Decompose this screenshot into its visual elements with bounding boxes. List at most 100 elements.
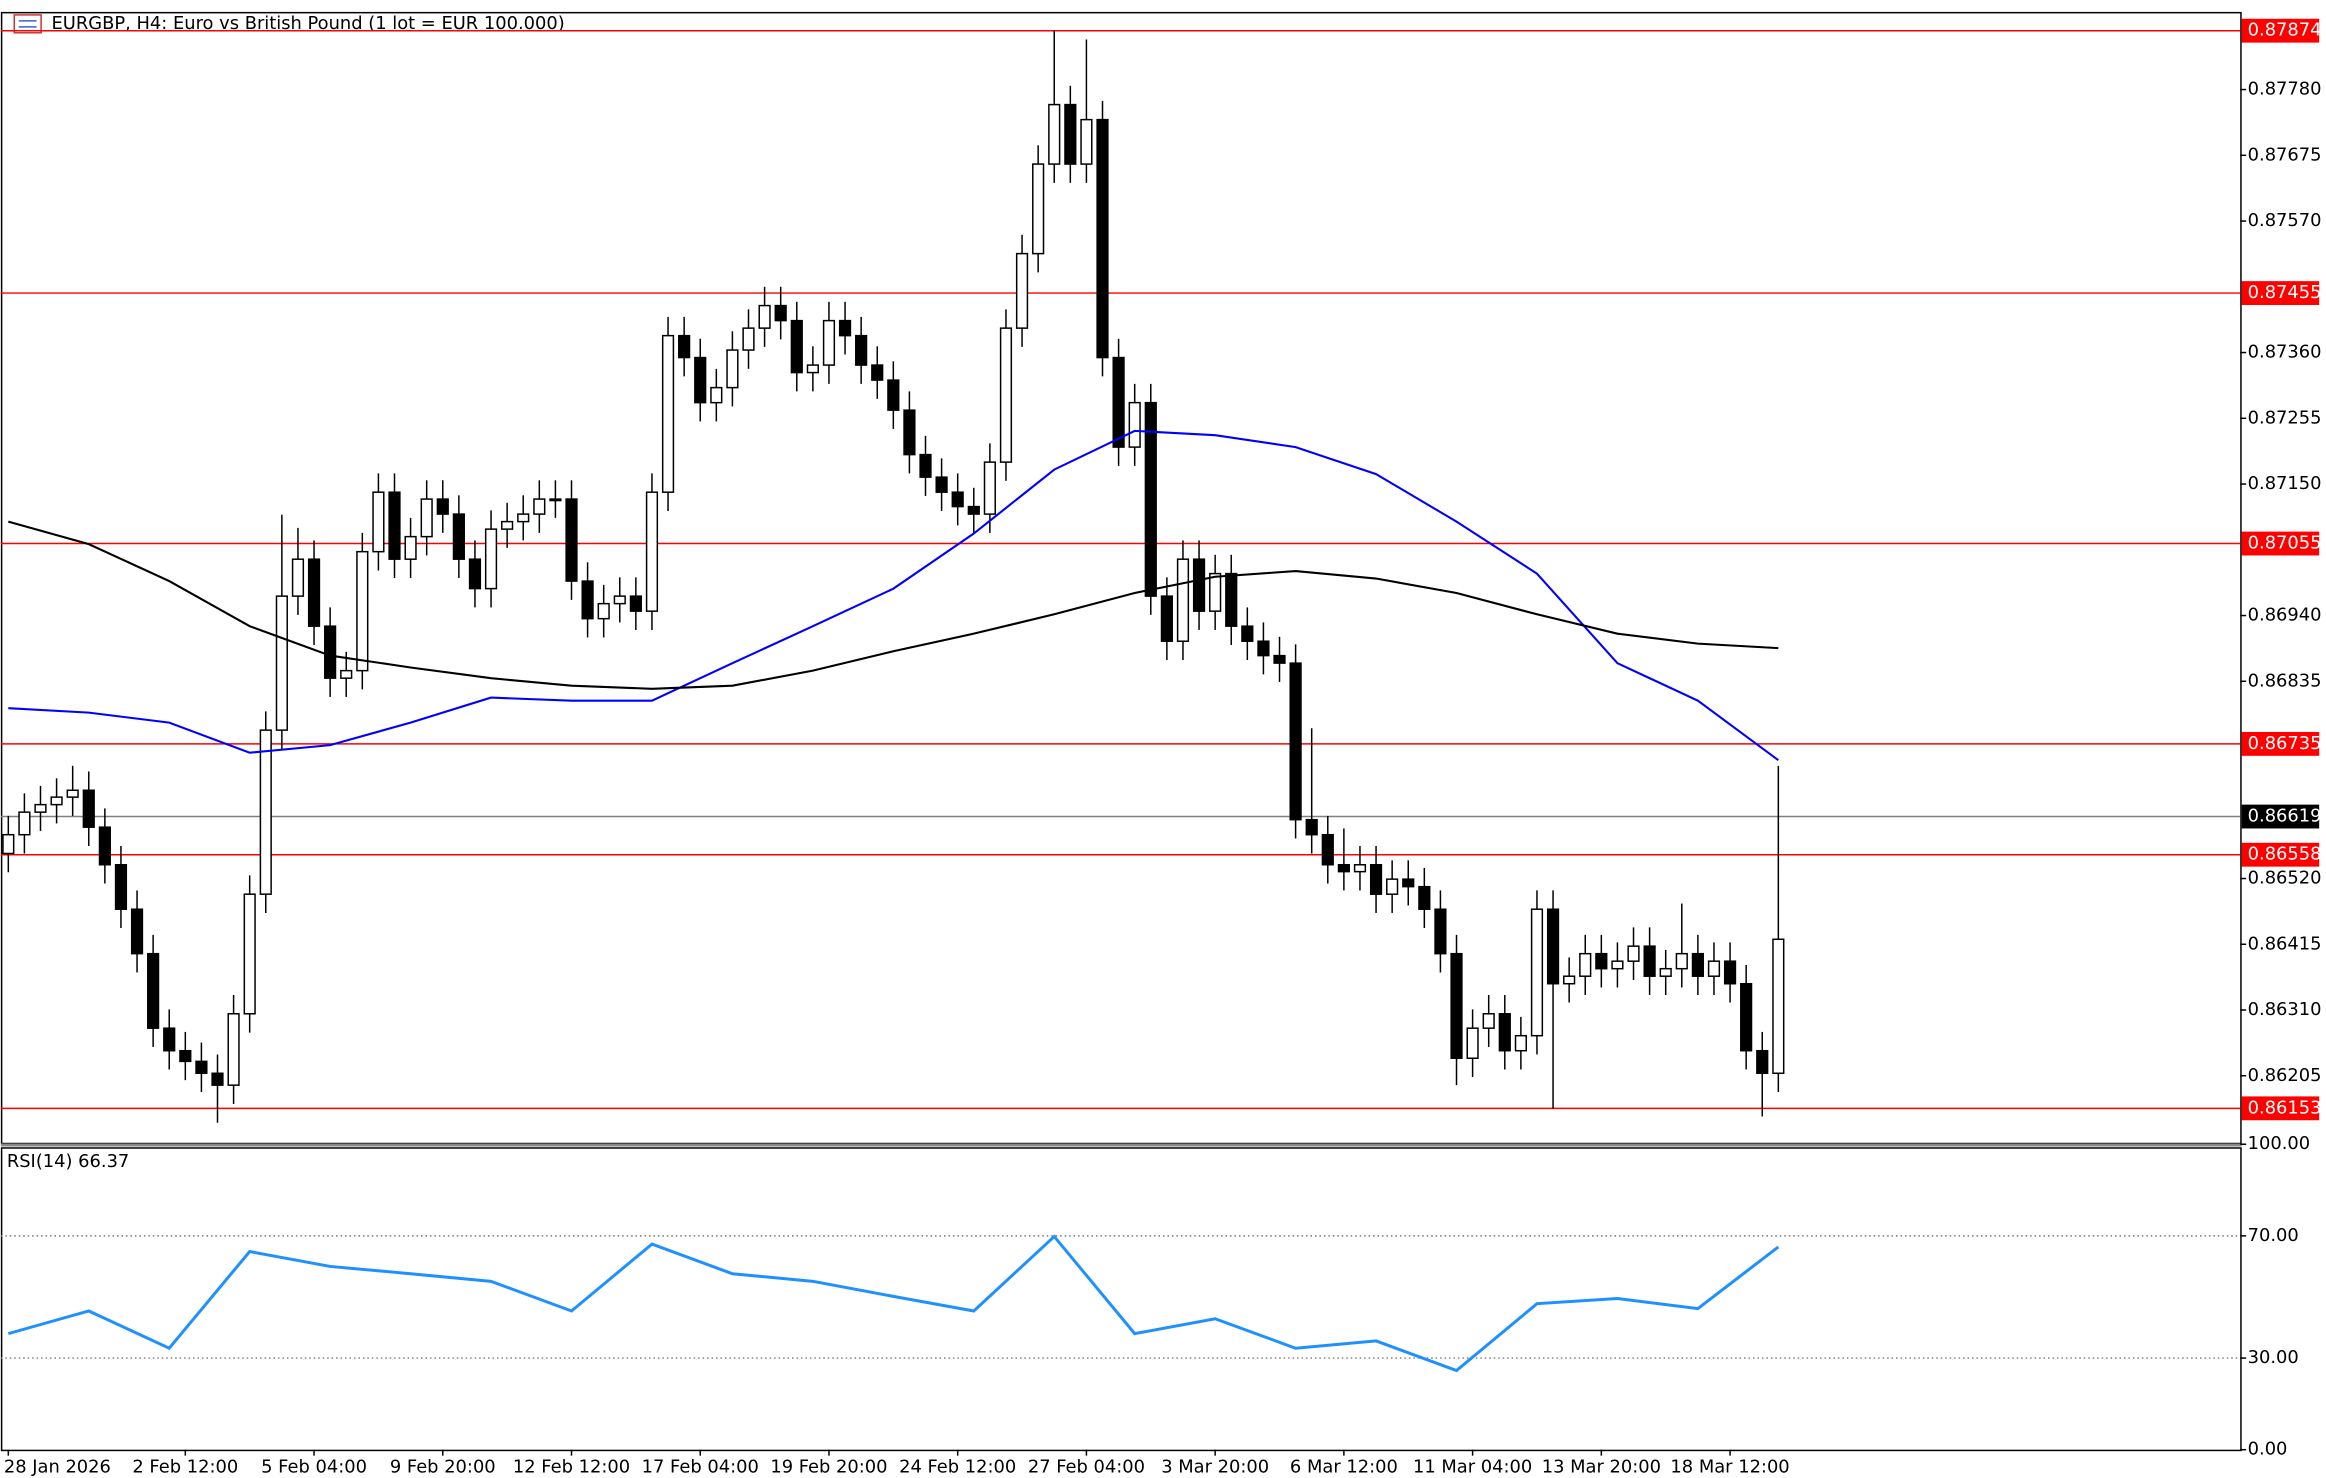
level-tag xyxy=(2241,18,2320,43)
candle-body xyxy=(1321,833,1334,866)
candle-body xyxy=(549,498,562,502)
candle-body xyxy=(838,319,852,337)
candle-body xyxy=(291,558,305,597)
candle-body xyxy=(1691,952,1704,977)
level-label: 0.87055 xyxy=(2248,533,2322,554)
candle-body xyxy=(82,789,95,828)
candle-body xyxy=(1675,952,1688,970)
candle-body xyxy=(66,789,79,798)
candle-body xyxy=(98,826,111,866)
candle-body xyxy=(356,550,369,672)
candle-body xyxy=(887,379,900,411)
candle-body xyxy=(967,505,980,515)
y-tick-label: 70.00 xyxy=(2248,1225,2299,1246)
y-tick-label: 30.00 xyxy=(2248,1347,2299,1368)
candle-body xyxy=(1498,1013,1511,1052)
candle-body xyxy=(661,334,675,493)
candle-body xyxy=(1466,1027,1479,1059)
candle-body xyxy=(436,498,449,515)
candle-body xyxy=(1337,864,1350,873)
current-price-label: 0.86619 xyxy=(2248,806,2322,827)
candle-body xyxy=(533,498,546,515)
level-label: 0.86735 xyxy=(2248,733,2322,754)
x-tick-label: 2 Feb 12:00 xyxy=(132,1457,238,1478)
candle-body xyxy=(1627,945,1640,962)
candle-body xyxy=(1659,967,1672,977)
candle-body xyxy=(211,1072,224,1086)
candle-body xyxy=(1579,952,1592,977)
candle-body xyxy=(372,491,385,553)
candle-body xyxy=(1723,960,1737,985)
y-tick-label: 0.86415 xyxy=(2248,933,2322,954)
candle-body xyxy=(1160,595,1173,642)
candle-body xyxy=(259,729,272,895)
y-tick-label: 0.87360 xyxy=(2248,342,2322,363)
candle-body xyxy=(275,595,288,731)
chart-title: EURGBP, H4: Euro vs British Pound (1 lot… xyxy=(52,13,565,34)
candle-body xyxy=(501,520,514,530)
x-tick-label: 11 Mar 04:00 xyxy=(1413,1457,1532,1478)
candle-body xyxy=(726,349,739,389)
x-tick-label: 9 Feb 20:00 xyxy=(390,1457,496,1478)
candle-body xyxy=(645,491,659,612)
candle-body xyxy=(1530,908,1544,1037)
candle-body xyxy=(404,535,417,560)
x-tick-label: 27 Feb 04:00 xyxy=(1028,1457,1145,1478)
candle-body xyxy=(1756,1049,1769,1075)
candle-body xyxy=(951,491,964,508)
candle-body xyxy=(307,558,321,627)
candle-body xyxy=(2,833,15,855)
candle-body xyxy=(565,498,578,582)
candle-body xyxy=(1514,1034,1527,1052)
candle-body xyxy=(1707,960,1721,977)
level-label: 0.87455 xyxy=(2248,282,2322,303)
candle-body xyxy=(1546,908,1560,985)
candle-body xyxy=(1482,1013,1495,1029)
candle-body xyxy=(420,498,433,538)
y-tick-label: 0.87675 xyxy=(2248,144,2322,165)
candle-body xyxy=(227,1013,240,1086)
level-tag xyxy=(2241,731,2320,756)
y-tick-label: 0.86835 xyxy=(2248,670,2322,691)
candle-body xyxy=(1128,401,1141,448)
candle-body xyxy=(1772,938,1785,1075)
candle-body xyxy=(1064,103,1077,165)
x-tick-label: 28 Jan 2026 xyxy=(4,1457,111,1478)
y-tick-label: 0.86520 xyxy=(2248,868,2322,889)
candle-body xyxy=(114,864,128,910)
candle-body xyxy=(983,461,996,515)
candle-body xyxy=(243,893,256,1015)
candle-body xyxy=(1015,252,1029,329)
candle-body xyxy=(806,364,819,374)
candle-body xyxy=(1305,818,1318,836)
y-tick-label: 100.00 xyxy=(2248,1133,2311,1154)
level-label: 0.86558 xyxy=(2248,844,2322,865)
candle-body xyxy=(468,558,482,590)
candle-body xyxy=(581,580,594,620)
y-tick-label: 0.86940 xyxy=(2248,605,2322,626)
x-tick-label: 19 Feb 20:00 xyxy=(770,1457,887,1478)
candle-body xyxy=(195,1060,208,1075)
candle-body xyxy=(1611,960,1624,970)
candle-body xyxy=(50,796,63,806)
candle-body xyxy=(1289,662,1302,821)
candle-body xyxy=(1176,558,1190,642)
y-tick-label: 0.87255 xyxy=(2248,407,2322,428)
x-tick-label: 13 Mar 20:00 xyxy=(1542,1457,1661,1478)
candle-body xyxy=(790,319,803,374)
candle-body xyxy=(1080,118,1093,165)
level-tag xyxy=(2241,531,2320,556)
candle-body xyxy=(452,513,465,560)
y-tick-label: 0.86310 xyxy=(2248,999,2322,1020)
y-tick-label: 0.87780 xyxy=(2248,79,2322,100)
level-label: 0.87874 xyxy=(2248,20,2322,41)
x-tick-label: 24 Feb 12:00 xyxy=(899,1457,1016,1478)
current-price-tag xyxy=(2241,804,2320,829)
y-tick-label: 0.87570 xyxy=(2248,210,2322,231)
candle-body xyxy=(163,1027,176,1052)
candle-body xyxy=(758,304,771,329)
candle-body xyxy=(903,409,916,456)
candle-body xyxy=(1241,625,1254,642)
level-tag xyxy=(2241,842,2320,867)
